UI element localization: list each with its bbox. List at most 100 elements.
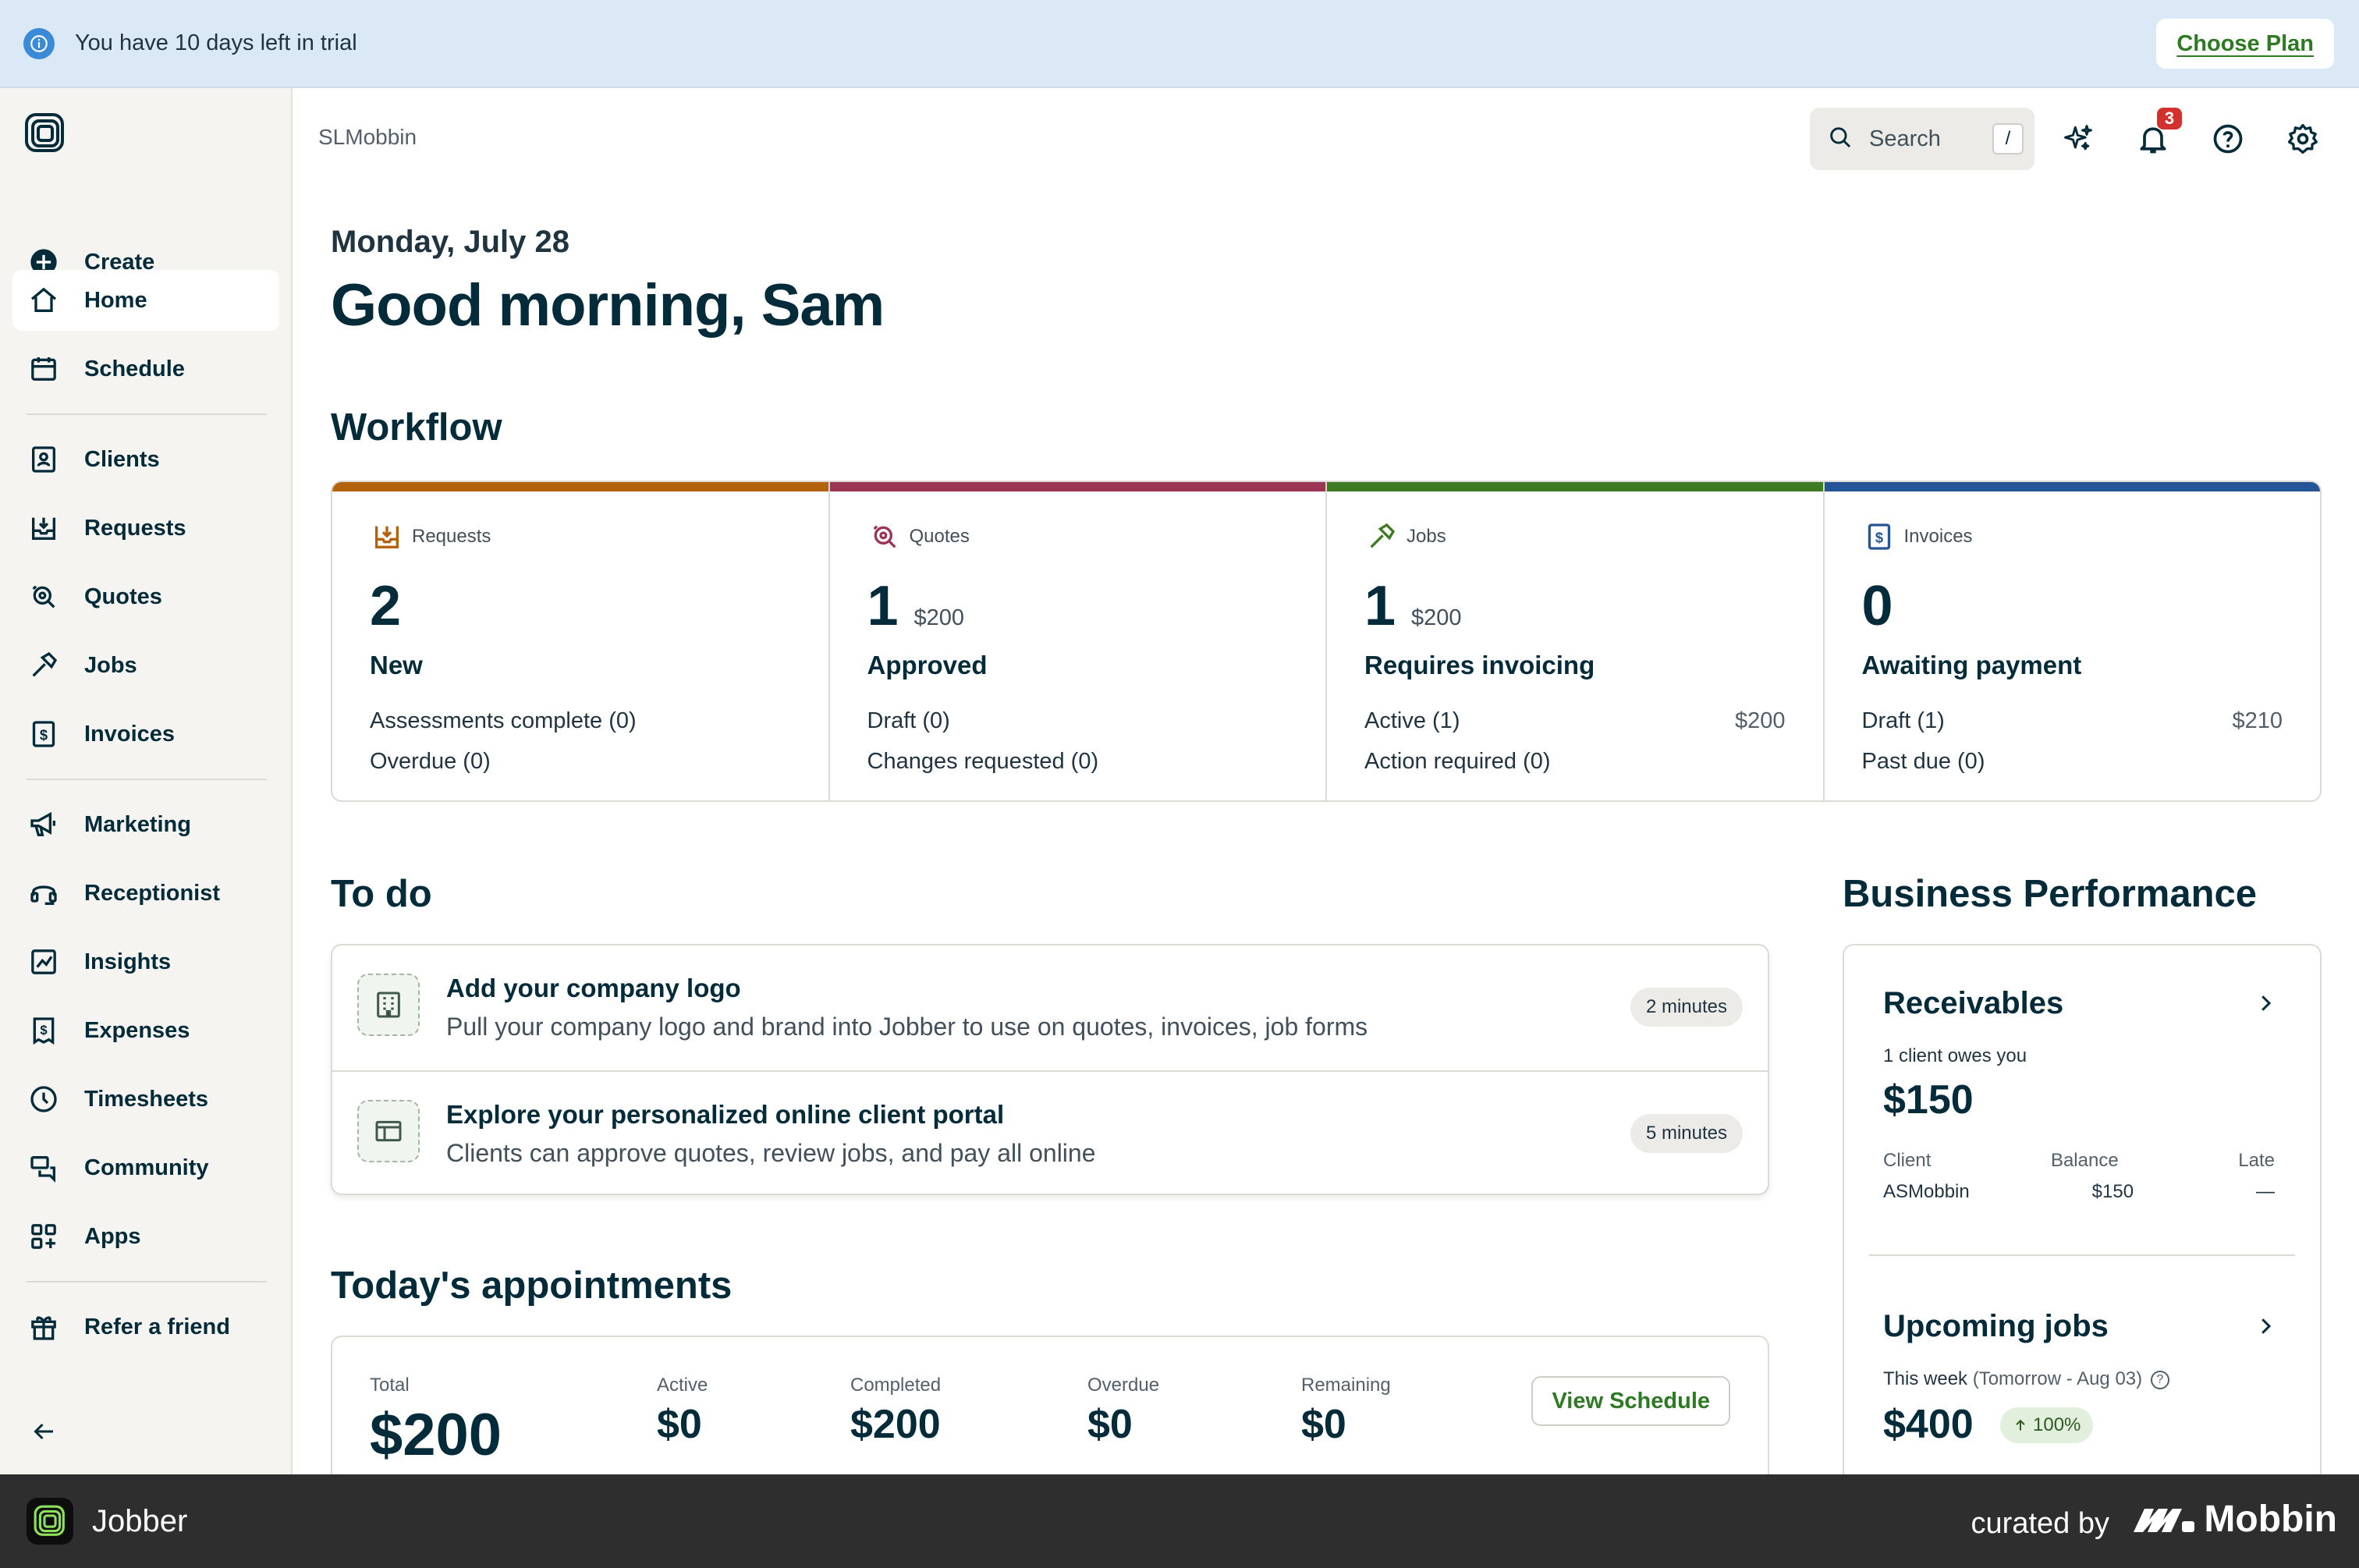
workflow-color-bar	[829, 482, 1325, 491]
sidebar-item-label: Invoices	[84, 721, 176, 747]
workflow-row[interactable]: Changes requested (0)	[867, 749, 1289, 775]
table-cell: —	[2255, 1181, 2275, 1202]
sidebar-item-label: Insights	[84, 949, 172, 974]
jobber-app-icon	[27, 1498, 73, 1545]
workflow-row[interactable]: Action required (0)	[1364, 749, 1786, 775]
table-cell: ASMobbin	[1883, 1181, 1970, 1202]
workflow-row[interactable]: Overdue (0)	[370, 749, 791, 775]
sidebar-item-schedule[interactable]: Schedule	[12, 339, 279, 399]
todo-item-company-logo[interactable]: Add your company logo Pull your company …	[332, 945, 1768, 1070]
plus-circle-icon	[27, 245, 61, 279]
workflow-status: Requires invoicing	[1364, 651, 1595, 679]
chat-icon	[27, 1151, 61, 1185]
upcoming-jobs-title[interactable]: Upcoming jobs	[1883, 1309, 2109, 1343]
workflow-card-jobs[interactable]: Jobs 1 $200 Requires invoicing Active (1)…	[1327, 482, 1825, 800]
appointments-stat-remaining: Remaining $0	[1301, 1375, 1391, 1448]
sidebar-item-home[interactable]: Home	[12, 270, 279, 331]
invoice-icon: $	[1862, 520, 1896, 554]
workflow-row[interactable]: Past due (0)	[1862, 749, 2283, 775]
sidebar-divider	[27, 1281, 267, 1282]
sidebar-item-expenses[interactable]: $ Expenses	[12, 1000, 279, 1061]
stat-value: $200	[850, 1402, 941, 1447]
workflow-row[interactable]: Assessments complete (0)	[370, 708, 791, 734]
workflow-title: Workflow	[331, 406, 502, 449]
search-shortcut: /	[1992, 123, 2024, 154]
stat-value: $0	[657, 1402, 702, 1447]
sidebar-item-clients[interactable]: Clients	[12, 429, 279, 490]
todo-time-badge: 5 minutes	[1630, 1114, 1743, 1153]
sidebar-item-label: Community	[84, 1155, 209, 1180]
upcoming-jobs-amount: $400	[1883, 1402, 1974, 1447]
search-input[interactable]: Search /	[1810, 108, 2034, 170]
bell-icon[interactable]	[2131, 117, 2175, 161]
workflow-card-requests[interactable]: Requests 2 New Assessments complete (0) …	[332, 482, 830, 800]
sidebar-item-label: Timesheets	[84, 1086, 209, 1112]
sidebar-item-refer-a-friend[interactable]: Refer a friend	[12, 1297, 279, 1357]
workflow-status: New	[370, 651, 423, 679]
clients-icon	[27, 442, 61, 477]
sidebar-item-community[interactable]: Community	[12, 1137, 279, 1198]
receipt-icon: $	[27, 1013, 61, 1048]
jobber-logo-icon[interactable]	[23, 112, 67, 155]
receivables-title[interactable]: Receivables	[1883, 986, 2064, 1020]
chevron-right-icon[interactable]	[2250, 1311, 2281, 1342]
sidebar-item-label: Requests	[84, 515, 186, 541]
sidebar-item-label: Clients	[84, 446, 160, 472]
upcoming-jobs-period: This week	[1883, 1368, 1968, 1389]
svg-text:$: $	[40, 1023, 48, 1038]
gear-icon[interactable]	[2281, 117, 2325, 161]
workflow-row[interactable]: Active (1) $200	[1364, 708, 1786, 734]
sidebar-item-timesheets[interactable]: Timesheets	[12, 1069, 279, 1130]
table-header: Balance	[2050, 1150, 2119, 1171]
sidebar-item-jobs[interactable]: Jobs	[12, 635, 279, 696]
sidebar-item-apps[interactable]: Apps	[12, 1206, 279, 1267]
workflow-row-label: Assessments complete (0)	[370, 708, 637, 733]
upcoming-jobs-range: (Tomorrow - Aug 03)	[1972, 1368, 2143, 1389]
apps-icon	[27, 1219, 61, 1254]
workflow-card-title: Requests	[412, 526, 491, 547]
workflow-amount: $200	[913, 605, 965, 630]
footer-brand-name: Mobbin	[2204, 1499, 2337, 1540]
sidebar-item-label: Jobs	[84, 652, 137, 678]
todo-title: To do	[331, 873, 432, 915]
inbox-icon	[27, 511, 61, 545]
home-icon	[27, 283, 61, 318]
sidebar-item-requests[interactable]: Requests	[12, 498, 279, 559]
todo-item-client-portal[interactable]: Explore your personalized online client …	[332, 1070, 1768, 1195]
workflow-status: Awaiting payment	[1861, 651, 2082, 679]
help-icon[interactable]: ?	[2150, 1370, 2169, 1389]
current-date: Monday, July 28	[331, 225, 570, 259]
sidebar-divider	[27, 413, 267, 415]
workflow-count: 2	[370, 575, 402, 637]
appointments-title: Today's appointments	[331, 1265, 733, 1307]
sparkle-icon[interactable]	[2056, 117, 2100, 161]
workflow-card-invoices[interactable]: $ Invoices 0 Awaiting payment Draft (1) $…	[1824, 482, 2320, 800]
headset-icon	[27, 876, 61, 910]
sidebar-item-invoices[interactable]: $ Invoices	[12, 704, 279, 764]
change-value: 100%	[2033, 1414, 2081, 1435]
choose-plan-button[interactable]: Choose Plan	[2156, 19, 2334, 69]
workflow-row[interactable]: Draft (1) $210	[1862, 708, 2283, 734]
sidebar-item-quotes[interactable]: Quotes	[12, 566, 279, 627]
receivables-table: Client Balance Late ASMobbin $150 —	[1883, 1150, 2275, 1203]
workflow-card-quotes[interactable]: Quotes 1 $200 Approved Draft (0) Changes …	[829, 482, 1327, 800]
sidebar-item-insights[interactable]: Insights	[12, 931, 279, 992]
collapse-sidebar-icon[interactable]	[27, 1414, 61, 1449]
notification-badge: 3	[2157, 108, 2182, 129]
sidebar-item-label: Refer a friend	[84, 1314, 230, 1339]
appointments-stat-completed: Completed $200	[850, 1375, 941, 1448]
workflow-amount: $200	[1411, 605, 1462, 630]
help-icon[interactable]	[2206, 117, 2250, 161]
sidebar-item-receptionist[interactable]: Receptionist	[12, 863, 279, 924]
workflow-panel: Requests 2 New Assessments complete (0) …	[331, 481, 2322, 802]
mobbin-mark-icon	[2134, 1508, 2195, 1532]
workflow-card-title: Invoices	[1903, 526, 1973, 547]
table-row[interactable]: ASMobbin $150 —	[1883, 1181, 2275, 1203]
sidebar-item-marketing[interactable]: Marketing	[12, 794, 279, 855]
view-schedule-button[interactable]: View Schedule	[1531, 1376, 1730, 1426]
todo-item-title: Explore your personalized online client …	[446, 1100, 1005, 1129]
sidebar: Create Home Schedule Clients Requests Qu…	[0, 88, 293, 1474]
stat-label: Overdue	[1087, 1375, 1160, 1396]
workflow-row[interactable]: Draft (0)	[867, 708, 1289, 734]
chevron-right-icon[interactable]	[2250, 988, 2281, 1019]
